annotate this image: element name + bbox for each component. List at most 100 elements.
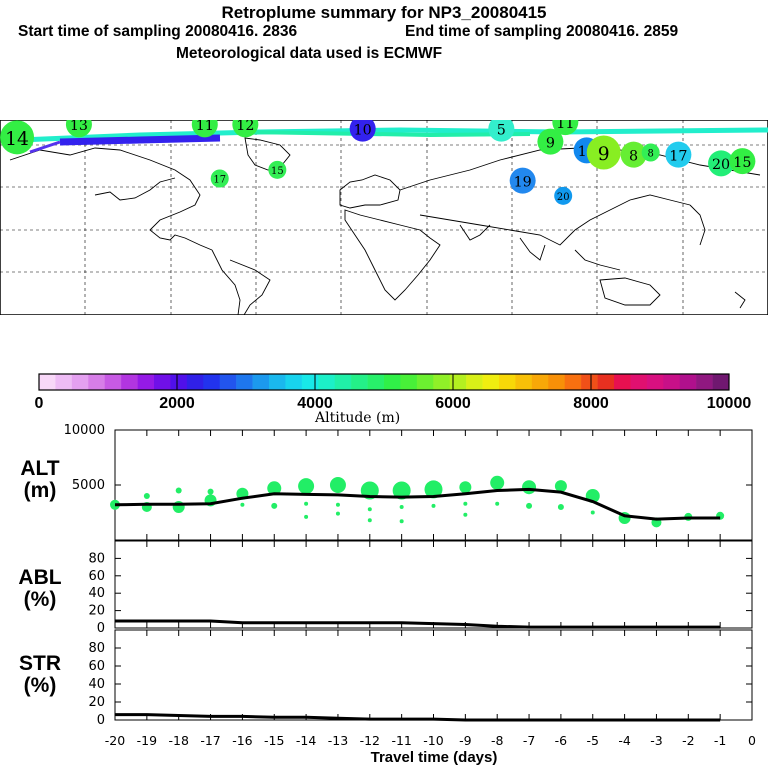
y-tick-label: 5000 bbox=[72, 478, 105, 493]
x-tick-label: -17 bbox=[200, 733, 220, 748]
y-tick-label: 10000 bbox=[64, 423, 105, 438]
colorbar-cell bbox=[663, 374, 681, 390]
abl-panel-label: ABL (%) bbox=[10, 567, 70, 611]
altitude-bubble bbox=[554, 480, 567, 493]
map-marker bbox=[232, 120, 259, 138]
altitude-bubble bbox=[329, 477, 346, 493]
colorbar-cell bbox=[219, 374, 237, 390]
altitude-bubble bbox=[424, 480, 443, 499]
map-marker bbox=[586, 135, 621, 170]
map-marker-day-label: 14 bbox=[5, 129, 29, 150]
altitude-bubble bbox=[463, 501, 468, 506]
map-marker bbox=[552, 120, 579, 136]
colorbar-cell bbox=[301, 374, 319, 390]
altitude-bubble bbox=[298, 478, 315, 495]
altitude-bubble bbox=[271, 502, 278, 509]
x-tick-label: 0 bbox=[748, 733, 756, 748]
altitude-bubble bbox=[557, 504, 564, 510]
colorbar-tick-label: 6000 bbox=[435, 395, 471, 412]
colorbar-cell bbox=[416, 374, 434, 390]
str-panel-label: STR (%) bbox=[10, 653, 70, 697]
str-label-top: STR bbox=[19, 652, 61, 675]
x-tick-label: -11 bbox=[391, 733, 411, 748]
altitude-colorbar bbox=[38, 373, 730, 391]
map-marker-day-label: 20 bbox=[712, 157, 730, 173]
map-marker-day-label: 17 bbox=[213, 175, 226, 186]
abl-label-top: ABL bbox=[18, 566, 62, 589]
altitude-bubble bbox=[399, 505, 404, 509]
altitude-bubble bbox=[463, 512, 468, 517]
map-marker-day-label: 11 bbox=[556, 120, 574, 132]
altitude-bubble bbox=[526, 502, 533, 509]
y-tick-label: 60 bbox=[88, 569, 105, 584]
abl-label-unit: (%) bbox=[23, 588, 57, 611]
colorbar-cell bbox=[318, 374, 336, 390]
map-marker-day-label: 12 bbox=[236, 120, 254, 134]
abl-panel-frame bbox=[114, 540, 753, 629]
abl-line bbox=[115, 619, 721, 629]
colorbar-cell bbox=[39, 374, 56, 390]
colorbar-cell bbox=[696, 374, 713, 390]
alt-label-unit: (m) bbox=[23, 479, 57, 502]
colorbar-cell bbox=[203, 374, 221, 390]
colorbar-cell bbox=[351, 374, 368, 390]
map-marker-day-label: 9 bbox=[546, 136, 555, 152]
altitude-bubble bbox=[335, 511, 340, 516]
x-tick-label: -14 bbox=[296, 733, 316, 748]
met-data-label: Meteorological data used is ECMWF bbox=[176, 45, 443, 62]
altitude-bubble bbox=[143, 493, 150, 499]
map-marker bbox=[268, 160, 287, 179]
x-tick-label: -2 bbox=[682, 733, 694, 748]
colorbar-cell bbox=[499, 374, 516, 390]
x-tick-label: -13 bbox=[328, 733, 348, 748]
altitude-bubble bbox=[590, 510, 595, 515]
x-tick-label: -10 bbox=[423, 733, 443, 748]
colorbar-cell bbox=[515, 374, 533, 390]
altitude-bubble bbox=[522, 480, 537, 495]
altitude-bubble bbox=[495, 501, 500, 506]
altitude-bubble bbox=[399, 519, 404, 524]
map-marker-day-label: 10 bbox=[354, 123, 372, 139]
x-tick-label: -8 bbox=[491, 733, 504, 748]
x-tick-label: -4 bbox=[618, 733, 631, 748]
y-tick-label: 60 bbox=[88, 659, 105, 674]
map-marker-day-label: 20 bbox=[557, 192, 570, 203]
map-marker bbox=[554, 186, 573, 205]
y-tick-label: 40 bbox=[88, 677, 105, 692]
map-marker bbox=[665, 141, 692, 168]
colorbar-cell bbox=[137, 374, 155, 390]
map-marker bbox=[0, 120, 35, 155]
map-marker-day-label: 5 bbox=[497, 123, 506, 139]
map-marker bbox=[488, 120, 515, 142]
altitude-bubble bbox=[392, 481, 411, 500]
altitude-bubble bbox=[335, 502, 340, 507]
colorbar-cell bbox=[679, 374, 697, 390]
x-tick-label: -12 bbox=[360, 733, 380, 748]
x-tick-label: -19 bbox=[137, 733, 157, 748]
colorbar-cell bbox=[482, 374, 500, 390]
start-time-label: Start time of sampling 20080416. 2836 bbox=[18, 23, 298, 40]
colorbar-cell bbox=[367, 374, 385, 390]
map-marker-day-label: 11 bbox=[196, 120, 214, 134]
altitude-bubble bbox=[304, 514, 309, 519]
x-tick-label: -5 bbox=[587, 733, 599, 748]
colorbar-cell bbox=[614, 374, 631, 390]
colorbar-cell bbox=[55, 374, 73, 390]
colorbar-cell bbox=[236, 374, 253, 390]
colorbar-cell bbox=[269, 374, 286, 390]
y-tick-label: 0 bbox=[97, 713, 105, 728]
colorbar-frame bbox=[38, 373, 730, 391]
colorbar-cell bbox=[646, 374, 664, 390]
map-marker-day-label: 15 bbox=[271, 166, 284, 177]
x-tick-label: -6 bbox=[555, 733, 568, 748]
colorbar-tick-label: 10000 bbox=[706, 395, 752, 412]
x-axis-title: Travel time (days) bbox=[370, 749, 498, 766]
colorbar-cell bbox=[104, 374, 122, 390]
colorbar-tick-label: 4000 bbox=[297, 395, 333, 412]
colorbar-cell bbox=[597, 374, 615, 390]
colorbar-cell bbox=[88, 374, 106, 390]
colorbar-cell bbox=[433, 374, 451, 390]
map-marker-day-label: 9 bbox=[598, 144, 610, 165]
altitude-bubble bbox=[367, 507, 372, 512]
x-tick-label: -18 bbox=[168, 733, 188, 748]
